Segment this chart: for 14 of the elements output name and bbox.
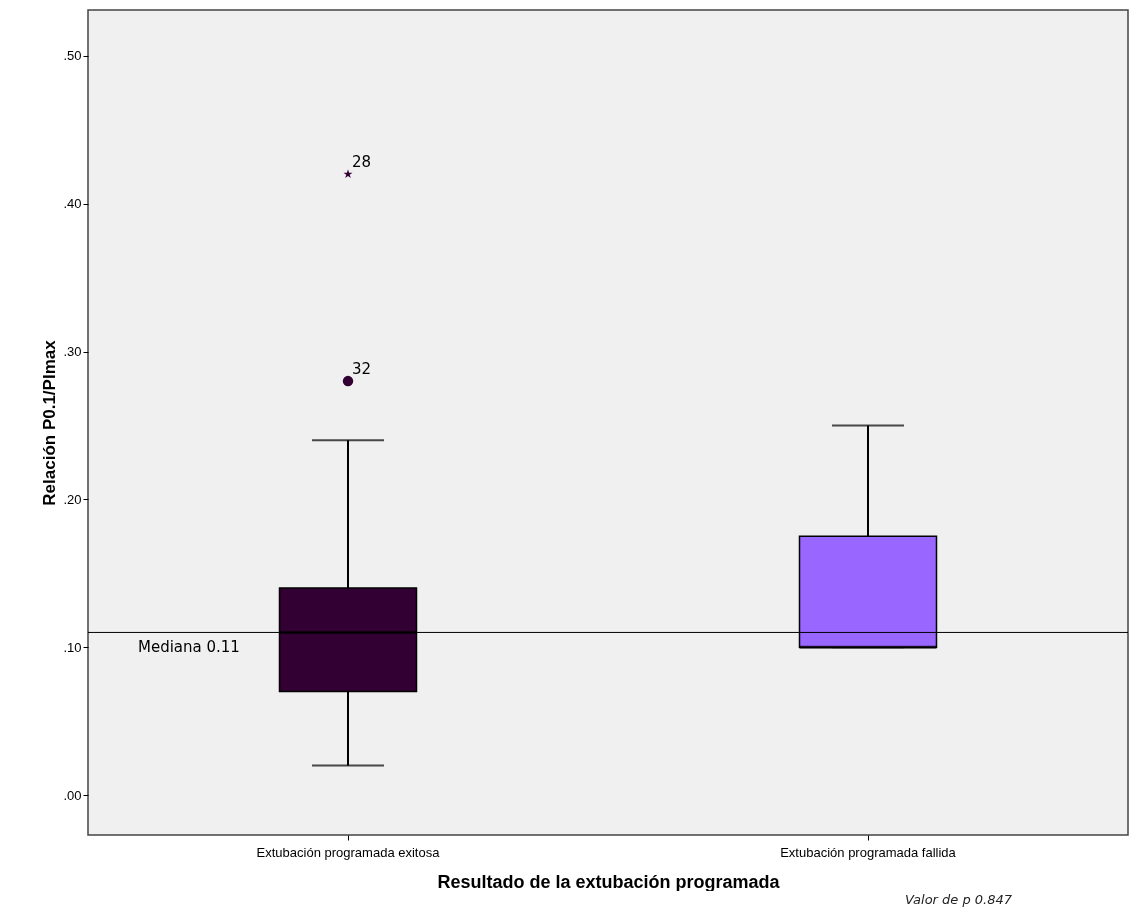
- text: Valor de p 0.847: [905, 892, 1013, 907]
- y-tick-label: .00: [63, 787, 82, 803]
- annotation: 28: [352, 153, 372, 172]
- y-tick-label: .30: [63, 344, 82, 360]
- y-tick-label: .40: [63, 196, 82, 212]
- annotation: 32: [352, 360, 372, 379]
- x-tick-label: Extubación programada fallida: [780, 844, 957, 860]
- y-tick-label: .50: [63, 48, 82, 64]
- x-tick-label: Extubación programada exitosa: [256, 844, 441, 860]
- y-tick-label: .10: [63, 639, 82, 655]
- y-tick-label: .20: [63, 491, 82, 507]
- x-axis-title: Resultado de la extubación programada: [437, 871, 781, 892]
- ref-line-label: Mediana 0.11: [138, 638, 240, 657]
- y-axis-title: Relación P0.1/PImax: [40, 339, 60, 506]
